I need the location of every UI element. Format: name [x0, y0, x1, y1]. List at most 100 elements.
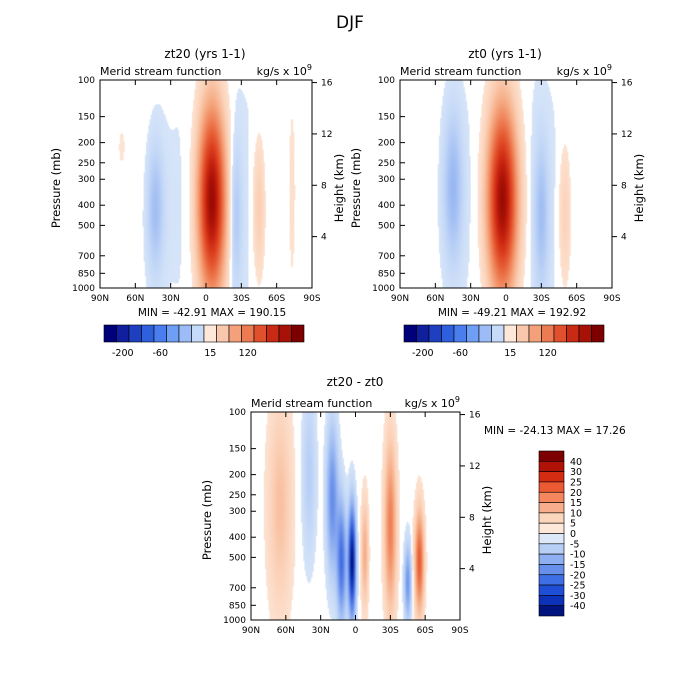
colorbar-label: 20 [570, 488, 582, 499]
x-tick-label: 0 [503, 294, 509, 304]
colorbar-label: -30 [570, 591, 586, 602]
height-tick-label: 12 [621, 130, 632, 140]
units-exponent: 9 [455, 395, 460, 404]
colorbar-swatch [453, 324, 467, 343]
y-tick-label: 700 [229, 584, 246, 594]
colorbar-swatch [538, 522, 565, 534]
height-axis-title: Height (km) [632, 154, 646, 223]
contour-field [400, 80, 612, 288]
colorbar-label: 30 [570, 467, 582, 478]
colorbar-swatch [538, 450, 565, 462]
x-tick-label: 90S [603, 294, 620, 304]
colorbar-swatch [538, 502, 565, 514]
x-tick-label: 0 [353, 626, 359, 636]
colorbar-swatch [253, 324, 267, 343]
colorbar-label: -15 [570, 560, 586, 571]
contour-plot: 90N 60N 30N 0 30S 60S 90S 100 150 200 250 300 400 500… [49, 76, 346, 304]
colorbar-swatch [403, 324, 417, 343]
units-text: kg/s x 10 [405, 397, 455, 410]
panel-title: zt20 - zt0 [327, 375, 384, 389]
height-tick-label: 12 [469, 462, 480, 472]
x-tick-label: 60S [417, 626, 434, 636]
colorbar-label: -25 [570, 581, 586, 592]
y-tick-label: 1000 [223, 616, 246, 626]
x-tick-label: 90N [242, 626, 260, 636]
y-tick-label: 100 [229, 408, 246, 418]
colorbar-label: 25 [570, 477, 582, 488]
colorbar-swatch [538, 533, 565, 545]
colorbar-label: -5 [570, 539, 579, 550]
height-tick-label: 4 [321, 233, 327, 243]
panel-units: kg/s x 109 [257, 63, 312, 78]
x-tick-label: 90N [91, 294, 109, 304]
y-tick-label: 300 [229, 507, 246, 517]
y-axis-title: Pressure (mb) [349, 148, 363, 228]
panel-title: zt0 (yrs 1-1) [468, 47, 542, 61]
y-tick-label: 200 [378, 139, 395, 149]
y-tick-label: 1000 [372, 284, 395, 294]
units-exponent: 9 [307, 63, 312, 72]
colorbar-label: 120 [539, 348, 557, 359]
y-tick-label: 850 [229, 601, 246, 611]
x-tick-label: 60N [126, 294, 144, 304]
y-tick-label: 400 [229, 533, 246, 543]
colorbar-swatch [128, 324, 142, 343]
colorbar-swatch [538, 574, 565, 586]
y-tick-label: 100 [378, 76, 395, 86]
colorbar-swatch [538, 595, 565, 606]
colorbar-swatch [203, 324, 217, 343]
colorbar-swatch [538, 512, 565, 524]
y-tick-label: 500 [78, 221, 95, 231]
colorbar-swatch [116, 324, 130, 343]
y-tick-label: 250 [378, 159, 395, 169]
y-tick-label: 400 [378, 201, 395, 211]
y-tick-label: 300 [78, 175, 95, 185]
y-tick-label: 100 [78, 76, 95, 86]
colorbar-swatch [441, 324, 455, 343]
y-tick-label: 1000 [72, 284, 95, 294]
colorbar-swatch [516, 324, 530, 343]
x-tick-label: 0 [203, 294, 209, 304]
colorbar-swatch [541, 324, 555, 343]
y-axis-title: Pressure (mb) [49, 148, 63, 228]
colorbar-label: -40 [570, 601, 586, 612]
colorbar-label: -60 [152, 348, 168, 359]
colorbar-swatch [528, 324, 542, 343]
panel-zt0: zt0 (yrs 1-1) Merid stream function kg/s… [349, 47, 646, 359]
y-tick-label: 700 [78, 252, 95, 262]
contour-plot: 90N 60N 30N 0 30S 60S 90S 100 150 200 250 300 400 500… [200, 408, 494, 636]
x-tick-label: 30N [312, 626, 330, 636]
min-max-stats: MIN = -24.13 MAX = 17.26 [484, 425, 626, 437]
panel-difference: zt20 - zt0 Merid stream function kg/s x … [200, 375, 626, 636]
x-tick-label: 90N [391, 294, 409, 304]
units-text: kg/s x 10 [257, 65, 307, 78]
y-tick-label: 500 [378, 221, 395, 231]
colorbar-label: -10 [570, 550, 586, 561]
y-tick-label: 850 [378, 269, 395, 279]
colorbar-swatch [141, 324, 155, 343]
colorbar-swatch [538, 481, 565, 493]
y-tick-label: 400 [78, 201, 95, 211]
contour-field [100, 80, 312, 288]
contour-plot: 90N 60N 30N 0 30S 60S 90S 100 150 200 250 300 400 500… [349, 76, 646, 304]
colorbar-label: -200 [112, 348, 134, 359]
y-tick-label: 300 [378, 175, 395, 185]
colorbar-label: 120 [239, 348, 257, 359]
colorbar-swatch [241, 324, 255, 343]
x-tick-label: 60N [277, 626, 295, 636]
colorbar-swatch [428, 324, 442, 343]
height-tick-label: 12 [321, 130, 332, 140]
x-tick-label: 90S [303, 294, 320, 304]
panel-subtitle: Merid stream function [251, 397, 372, 410]
x-tick-label: 90S [451, 626, 468, 636]
panel-units: kg/s x 109 [557, 63, 612, 78]
colorbar: -200 -60 15 120 [103, 324, 305, 359]
height-axis-title: Height (km) [332, 154, 346, 223]
x-tick-label: 30N [462, 294, 480, 304]
colorbar-label: -20 [570, 570, 586, 581]
colorbar-swatch [591, 324, 605, 343]
height-tick-label: 4 [621, 233, 627, 243]
colorbar: -200 -60 15 120 [403, 324, 605, 359]
colorbar-swatch [491, 324, 505, 343]
